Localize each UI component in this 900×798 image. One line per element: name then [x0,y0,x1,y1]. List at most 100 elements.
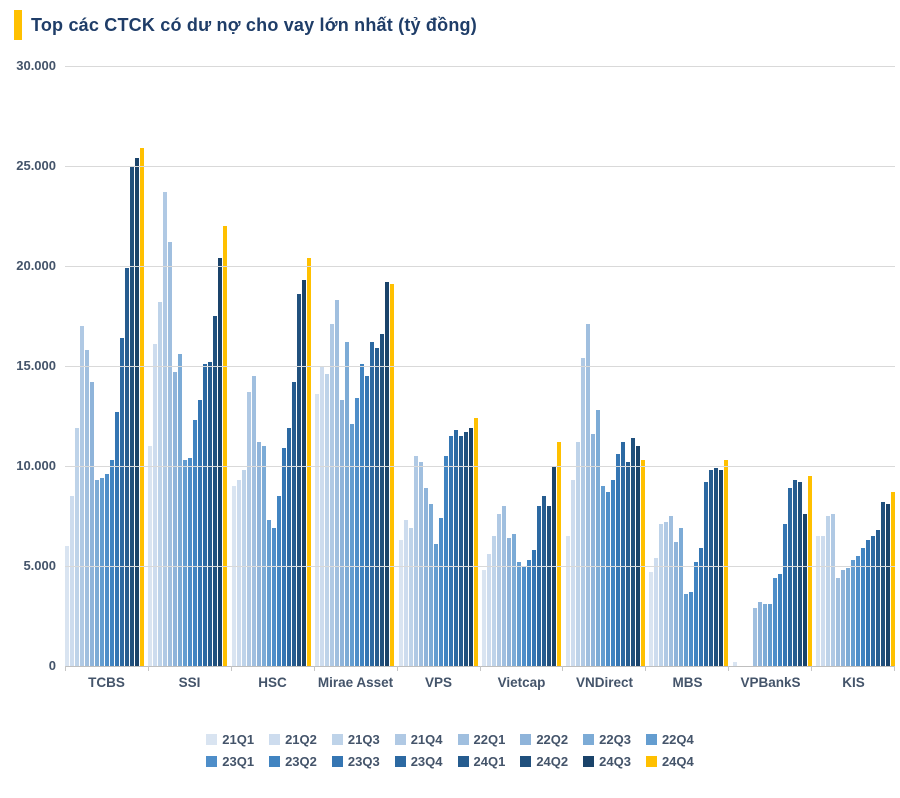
bar-vps-24Q3 [468,428,473,666]
legend-label: 21Q4 [410,732,443,747]
bar-ssi-22Q4 [183,460,188,666]
legend-label: 23Q2 [285,754,317,769]
bar-group-vps [398,66,478,666]
bar-vps-24Q4 [473,418,478,666]
bar-mbs-21Q1 [649,572,654,666]
bar-vpbanks-24Q2 [797,482,802,666]
legend-label: 23Q1 [222,754,255,769]
bar-tcbs-22Q2 [90,382,94,666]
bar-vndirect-23Q1 [605,492,610,666]
bar-vpbanks-23Q3 [782,524,787,666]
gridline-5000 [65,566,895,567]
bar-kis-22Q1 [835,578,840,666]
bar-ssi-23Q2 [193,420,198,666]
bar-vndirect-23Q2 [610,480,615,666]
legend-item-24Q1: 24Q1 [457,754,505,769]
legend-label: 23Q3 [347,754,380,769]
bar-tcbs-23Q4 [120,338,124,666]
bar-vps-22Q2 [423,488,428,666]
bar-vps-22Q3 [428,504,433,666]
bar-vndirect-23Q4 [620,442,625,666]
bar-ssi-22Q3 [178,354,183,666]
bar-kis-22Q3 [845,568,850,666]
legend-item-24Q4: 24Q4 [645,754,694,769]
bar-vps-21Q2 [403,520,408,666]
legend-label: 21Q3 [347,732,380,747]
bar-tcbs-24Q4 [140,148,144,666]
bar-mbs-24Q4 [724,460,729,666]
bar-ssi-23Q1 [188,458,193,666]
legend-swatch-21Q2 [269,734,281,745]
page-title: Top các CTCK có dư nợ cho vay lớn nhất (… [31,14,477,35]
bar-vietcap-24Q4 [557,442,562,666]
bar-hsc-21Q4 [246,392,251,666]
legend-item-23Q3: 23Q3 [331,754,380,769]
legend-label: 24Q3 [599,754,631,769]
legend-item-24Q2: 24Q2 [520,754,568,769]
bar-vpbanks-24Q3 [802,514,807,666]
bar-mbs-21Q2 [654,558,659,666]
bar-vps-21Q4 [413,456,418,666]
bar-mbs-22Q1 [669,516,674,666]
legend-label: 23Q4 [410,754,443,769]
legend-swatch-24Q4 [645,756,657,767]
bar-mirae-asset-23Q3 [365,376,370,666]
y-tick-label: 20.000 [16,258,56,273]
legend-item-22Q1: 22Q1 [457,732,505,747]
legend-row: 21Q1 21Q2 21Q3 21Q4 22Q1 22Q2 22Q3 22Q4 [0,732,900,747]
bar-kis-21Q3 [825,516,830,666]
bar-mirae-asset-24Q2 [380,334,385,666]
gridline-30000 [65,66,895,67]
bar-mirae-asset-22Q3 [345,342,350,666]
bar-ssi-21Q1 [148,446,153,666]
bar-vndirect-24Q4 [640,460,645,666]
bar-mirae-asset-23Q4 [370,342,375,666]
bar-vps-21Q3 [408,528,413,666]
legend-item-21Q1: 21Q1 [206,732,254,747]
bar-vietcap-24Q2 [547,506,552,666]
x-tick [147,666,231,671]
bar-ssi-21Q2 [153,344,158,666]
bar-vpbanks-21Q1 [732,662,737,666]
bar-vpbanks-23Q1 [772,578,777,666]
bar-mirae-asset-23Q1 [355,398,360,666]
category-label-kis: KIS [842,675,865,690]
x-axis-ticks [65,666,895,671]
y-tick-label: 15.000 [16,358,56,373]
bar-kis-22Q4 [850,560,855,666]
category-label-mirae-asset: Mirae Asset [317,675,394,690]
bar-kis-23Q3 [865,540,870,666]
bar-hsc-24Q1 [291,382,296,666]
bar-ssi-21Q4 [163,192,168,666]
bar-kis-21Q2 [820,536,825,666]
legend-swatch-23Q3 [331,756,343,767]
bar-mirae-asset-21Q3 [325,374,330,666]
x-tick [728,666,811,671]
bar-mbs-21Q4 [664,522,669,666]
bar-vps-24Q1 [458,436,463,666]
bar-vietcap-23Q3 [532,550,537,666]
bar-vps-23Q3 [448,436,453,666]
bar-mirae-asset-21Q4 [330,324,335,666]
category-label-vps: VPS [424,675,452,690]
legend-swatch-23Q1 [206,756,218,767]
legend-label: 21Q2 [285,732,317,747]
bar-tcbs-23Q3 [115,412,119,666]
bar-kis-22Q2 [840,570,845,666]
bar-chart: 30.000 25.000 20.000 15.000 10.000 5.000 0 TCB… [0,52,900,712]
bar-hsc-22Q1 [251,376,256,666]
y-tick-label: 10.000 [16,458,56,473]
legend-swatch-22Q2 [520,734,532,745]
bar-ssi-22Q1 [168,242,173,666]
y-tick-label: 0 [48,658,56,673]
legend-item-23Q2: 23Q2 [269,754,317,769]
legend-swatch-23Q2 [269,756,281,767]
category-label-vietcap: Vietcap [497,675,546,690]
bar-vps-23Q2 [443,456,448,666]
bar-vndirect-22Q4 [600,486,605,666]
bar-vpbanks-23Q4 [787,488,792,666]
legend-swatch-22Q3 [583,734,595,745]
bar-vietcap-22Q2 [507,538,512,666]
legend-swatch-21Q4 [394,734,406,745]
bar-vndirect-21Q2 [570,480,575,666]
